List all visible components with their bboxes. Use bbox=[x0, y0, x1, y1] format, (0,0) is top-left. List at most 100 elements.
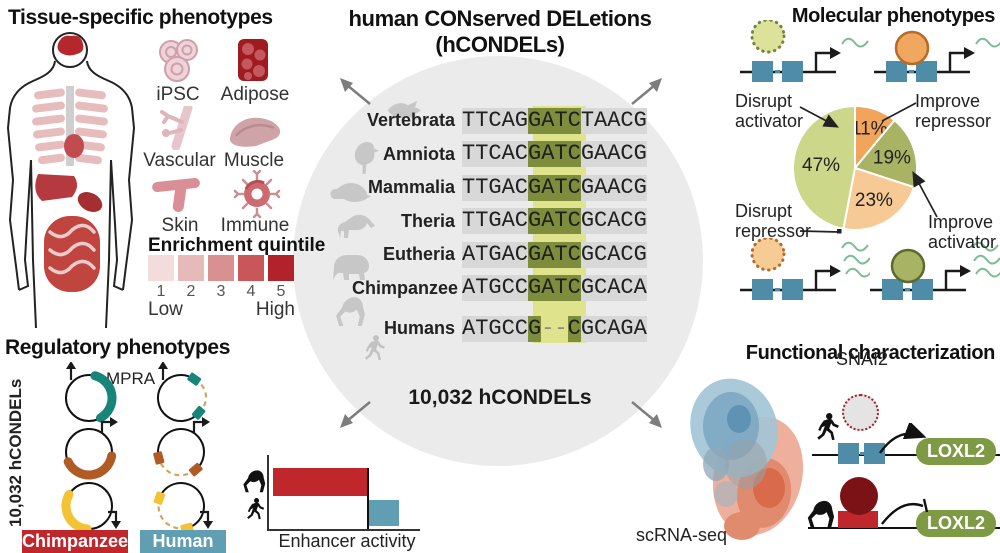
label-disrupt-activator: Disrupt activator bbox=[735, 91, 804, 131]
expand-arrow-bottom-left bbox=[340, 401, 371, 428]
alignment-row: Vertebrata TTCAG GATC TAACG bbox=[352, 104, 647, 138]
stomach-icon bbox=[77, 191, 103, 213]
chimpanzee-bar-icon bbox=[243, 470, 266, 493]
taxon-label: Mammalia bbox=[367, 177, 455, 198]
bar-chart-y-axis bbox=[267, 455, 269, 531]
pie-slice-23 bbox=[842, 167, 915, 231]
chimp-plasmid-0 bbox=[65, 362, 117, 423]
expand-arrow-top-right bbox=[631, 78, 662, 105]
label-improve-activator: Improve activator bbox=[928, 212, 997, 252]
sequence-text: TTGAC GATC GCACG bbox=[462, 208, 647, 235]
quintile-low-label: Low bbox=[148, 299, 183, 320]
quintile-swatch-2 bbox=[178, 255, 204, 281]
sequence-text: ATGAC GATC GCACG bbox=[462, 241, 647, 268]
sequence-text: ATGCC GATC GCACA bbox=[462, 275, 647, 302]
quintile-swatch-1 bbox=[148, 255, 174, 281]
muscle-icon bbox=[229, 117, 281, 147]
alignment-row: Eutheria ATGAC GATC GCACG bbox=[352, 238, 647, 272]
adipose-icon bbox=[238, 39, 268, 81]
quintile-ticks: 1 2 3 4 5 bbox=[148, 283, 294, 301]
regulatory-section-title: Regulatory phenotypes bbox=[5, 336, 230, 359]
human-plasmid-2 bbox=[153, 482, 213, 534]
quintile-swatch-4 bbox=[238, 255, 264, 281]
quintile-tick: 4 bbox=[246, 283, 256, 300]
liver-icon bbox=[35, 174, 78, 201]
human-enhancer-bar bbox=[369, 500, 400, 526]
human-runner-icon bbox=[817, 413, 839, 441]
brain-icon bbox=[57, 35, 84, 56]
taxon-label: Amniota bbox=[383, 143, 455, 164]
tissue-label-vascular: Vascular bbox=[143, 150, 216, 171]
taxon-label: Chimpanzee bbox=[352, 277, 459, 298]
chimpanzee-enhancer-bar bbox=[273, 468, 367, 496]
label-improve-repressor: Improve repressor bbox=[915, 91, 992, 131]
bar-chart-x-axis bbox=[267, 529, 420, 531]
repression-arrow bbox=[881, 498, 929, 525]
sequence-text: ATGCC G -- C GCAGA bbox=[462, 315, 647, 342]
snai2-label: SNAI2 bbox=[836, 349, 889, 369]
tissue-label-skin: Skin bbox=[161, 215, 199, 236]
loxl2-capsule-active: LOXL2 bbox=[916, 438, 996, 465]
main-title-line2: (hCONDELs) bbox=[435, 32, 565, 57]
molecular-phenotypes-pie-chart: 11% 19% 23% 47% bbox=[792, 105, 918, 231]
functional-section-title: Functional characterization bbox=[745, 342, 996, 364]
main-title: human CONserved DELetions (hCONDELs) bbox=[300, 6, 700, 58]
taxon-label: Eutheria bbox=[382, 244, 455, 265]
main-title-line1: human CONserved DELetions bbox=[348, 6, 652, 31]
disrupt-repressor-icon bbox=[738, 236, 873, 313]
sequence-alignment: Vertebrata TTCAG GATC TAACG Amniota TTCAC GATC… bbox=[352, 104, 647, 346]
quintile-swatch-5 bbox=[268, 255, 294, 281]
taxon-label: Vertebrata bbox=[366, 110, 455, 131]
sternum bbox=[66, 86, 74, 166]
mpra-label: MPRA bbox=[106, 369, 156, 388]
ipsc-icon bbox=[159, 39, 198, 82]
molecular-section-title: Molecular phenotypes bbox=[791, 5, 996, 27]
taxon-label: Humans bbox=[383, 318, 455, 339]
chimpanzee-banner: Chimpanzee bbox=[22, 530, 129, 553]
scrna-seq-umap-blob bbox=[690, 378, 804, 540]
enhancer-square-1 bbox=[838, 443, 859, 464]
alignment-row: Mammalia TTGAC GATC GAACG bbox=[352, 171, 647, 205]
loxl2-capsule-repressed: LOXL2 bbox=[916, 510, 996, 537]
heart-icon bbox=[64, 134, 84, 158]
alignment-row: Amniota TTCAC GATC GAACG bbox=[352, 138, 647, 172]
chimp-locus-line bbox=[808, 527, 1000, 530]
quintile-tick: 5 bbox=[276, 283, 286, 300]
improve-activator-icon bbox=[868, 238, 1000, 313]
alignment-row: Theria TTGAC GATC GCACG bbox=[352, 205, 647, 239]
alignment-row: Chimpanzee ATGCC GATC GCACA bbox=[352, 272, 647, 306]
snai2-absent-circle bbox=[842, 394, 879, 431]
scrna-seq-label: scRNA-seq bbox=[636, 525, 728, 545]
deletion-dash bbox=[859, 452, 865, 455]
tissue-label-ipsc: iPSC bbox=[156, 84, 200, 105]
snai2-repressor-circle bbox=[840, 477, 878, 515]
regulatory-side-label: 10,032 hCONDELs bbox=[6, 378, 25, 527]
chimp-plasmid-2 bbox=[61, 482, 121, 534]
disrupt-activator-icon bbox=[738, 18, 870, 95]
sequence-text: TTGAC GATC GAACG bbox=[462, 174, 647, 201]
sequence-text: TTCAC GATC GAACG bbox=[462, 141, 647, 168]
quintile-high-label: High bbox=[255, 299, 295, 320]
pie-percent-label: 47% bbox=[802, 155, 840, 176]
tissue-section-title: Tissue-specific phenotypes bbox=[8, 6, 273, 29]
human-locus-line bbox=[812, 454, 1000, 457]
quintile-tick: 2 bbox=[186, 283, 196, 300]
activation-arrow bbox=[879, 423, 927, 454]
tissue-label-muscle: Muscle bbox=[223, 150, 285, 171]
label-disrupt-repressor: Disrupt repressor bbox=[735, 201, 812, 241]
tissue-label-immune: Immune bbox=[220, 215, 290, 236]
human-plasmid-1 bbox=[153, 417, 210, 477]
enhancer-activity-label: Enhancer activity bbox=[278, 531, 416, 551]
pie-percent-label: 23% bbox=[855, 190, 893, 211]
human-bar-icon bbox=[247, 498, 265, 520]
expand-arrow-bottom-right bbox=[631, 401, 662, 428]
chimp-plasmid-1 bbox=[63, 417, 118, 480]
chimpanzee-icon-functional bbox=[807, 500, 835, 528]
skin-icon bbox=[152, 178, 200, 212]
alignment-row: Humans ATGCC G -- C GCAGA bbox=[352, 312, 647, 346]
taxon-label: Theria bbox=[400, 210, 455, 231]
bar-end-marker bbox=[367, 468, 369, 529]
human-plasmid-0 bbox=[157, 362, 208, 422]
quintile-scale bbox=[148, 255, 294, 281]
